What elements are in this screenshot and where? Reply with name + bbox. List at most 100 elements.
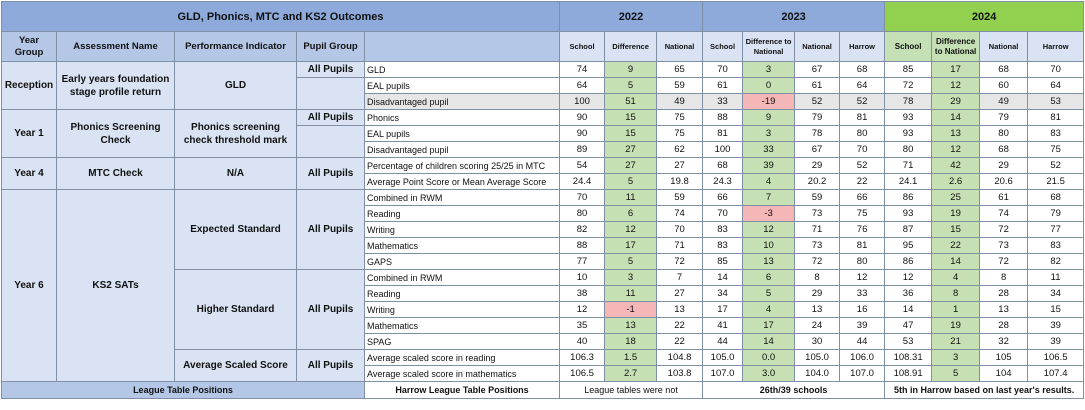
indicator-label: Writing [363, 221, 561, 238]
difference-cell: 10 [742, 237, 796, 254]
difference-cell: 1.5 [604, 349, 658, 366]
table-row: SPAG 40 18 22 44 14 30 44 53 21 32 39 [2, 333, 1085, 350]
value-cell: 13 [656, 301, 704, 318]
value-cell: 74 [656, 205, 704, 222]
indicator-label: Average scaled score in mathematics [363, 365, 561, 382]
value-cell: 108.91 [884, 365, 933, 382]
value-cell: 24.1 [884, 173, 933, 190]
value-cell: 71 [884, 157, 933, 174]
value-cell: 66 [702, 189, 744, 206]
value-cell: 29 [794, 157, 841, 174]
difference-cell: 21 [931, 333, 981, 350]
indicator-label: EAL pupils [363, 77, 561, 94]
value-cell: 39 [1027, 333, 1085, 350]
value-cell: 19.8 [656, 173, 704, 190]
value-cell: 35 [559, 317, 606, 334]
indicator-label: Average Point Score or Mean Average Scor… [363, 173, 561, 190]
assessment-cell: KS2 SATs [56, 189, 175, 382]
value-cell: 107.0 [839, 365, 886, 382]
value-cell: 81 [702, 125, 744, 142]
value-cell: 29 [979, 157, 1029, 174]
year-header-2023: 2023 [702, 1, 886, 32]
table-row: Disadvantaged pupil 89 27 62 100 33 67 70 80 12 68… [2, 141, 1085, 158]
difference-cell: -1 [604, 301, 658, 318]
value-cell: 29 [794, 285, 841, 302]
pupil-group-cell: All Pupils [296, 189, 365, 270]
value-cell: 39 [839, 317, 886, 334]
footer-league-label: League Table Positions [1, 381, 365, 399]
pupil-group-cell: All Pupils [296, 109, 365, 126]
value-cell: 12 [839, 269, 886, 286]
value-cell: 75 [656, 109, 704, 126]
value-cell: 81 [839, 109, 886, 126]
difference-cell: -19 [742, 93, 796, 110]
difference-cell: 2.7 [604, 365, 658, 382]
indicator-label: Reading [363, 205, 561, 222]
value-cell: 20.2 [794, 173, 841, 190]
indicator-label: Mathematics [363, 317, 561, 334]
value-cell: 64 [559, 77, 606, 94]
value-cell: 68 [1027, 189, 1085, 206]
value-cell: 74 [559, 61, 606, 78]
year-group-cell: Year 6 [1, 189, 57, 382]
value-cell: 72 [794, 253, 841, 270]
value-cell: 10 [559, 269, 606, 286]
col-2023-school: School [702, 31, 744, 62]
value-cell: 22 [656, 317, 704, 334]
difference-cell: 8 [931, 285, 981, 302]
value-cell: 89 [559, 141, 606, 158]
value-cell: 93 [884, 205, 933, 222]
col-assessment: Assessment Name [56, 31, 175, 62]
col-2024-harrow: Harrow [1027, 31, 1085, 62]
difference-cell: 6 [742, 269, 796, 286]
table-row: Year 6 KS2 SATs Expected Standard All Pupil… [1, 189, 1085, 382]
indicator-label: Percentage of children scoring 25/25 in … [363, 157, 561, 174]
difference-cell: 5 [604, 77, 658, 94]
difference-cell: 12 [742, 221, 796, 238]
value-cell: 33 [702, 93, 744, 110]
value-cell: 95 [884, 237, 933, 254]
value-cell: 14 [884, 301, 933, 318]
pupil-group-blank [296, 77, 365, 110]
table-row: Reception Early years foundation stage pr… [1, 61, 1085, 110]
value-cell: 79 [794, 109, 841, 126]
value-cell: 61 [979, 189, 1029, 206]
value-cell: 93 [884, 125, 933, 142]
value-cell: 72 [979, 253, 1029, 270]
performance-cell: GLD [174, 61, 297, 110]
value-cell: 86 [884, 189, 933, 206]
pupil-group-cell: All Pupils [296, 349, 365, 382]
value-cell: 39 [1027, 317, 1085, 334]
value-cell: 85 [702, 253, 744, 270]
indicator-label: Combined in RWM [363, 269, 561, 286]
table-row: Higher Standard All Pupils Combined in RWM… [2, 269, 1085, 350]
value-cell: 75 [839, 205, 886, 222]
pupil-group-cell: All Pupils [296, 269, 365, 350]
value-cell: 16 [839, 301, 886, 318]
value-cell: 80 [979, 125, 1029, 142]
value-cell: 13 [794, 301, 841, 318]
value-cell: 33 [839, 285, 886, 302]
difference-cell: 11 [604, 285, 658, 302]
table-row: Year 4 MTC Check N/A All Pupils Percentage o… [1, 157, 1085, 190]
footer-2022: League tables were not [559, 381, 704, 399]
value-cell: 78 [794, 125, 841, 142]
performance-cell: N/A [174, 157, 297, 190]
difference-cell: 5 [604, 173, 658, 190]
value-cell: 83 [702, 221, 744, 238]
indicator-label: Average scaled score in reading [363, 349, 561, 366]
pupil-group-cell: All Pupils [296, 157, 365, 190]
value-cell: 107.0 [702, 365, 744, 382]
value-cell: 100 [559, 93, 606, 110]
indicator-label: Combined in RWM [363, 189, 561, 206]
difference-cell: 5 [931, 365, 981, 382]
value-cell: 77 [559, 253, 606, 270]
table-title: GLD, Phonics, MTC and KS2 Outcomes [0, 1, 561, 32]
difference-cell: 2.6 [931, 173, 981, 190]
col-2024-school: School [884, 31, 933, 62]
year-group-cell: Year 4 [1, 157, 57, 190]
value-cell: 73 [979, 237, 1029, 254]
difference-cell: 42 [931, 157, 981, 174]
difference-cell: 5 [604, 253, 658, 270]
performance-cell: Phonics screening check threshold mark [174, 109, 297, 158]
